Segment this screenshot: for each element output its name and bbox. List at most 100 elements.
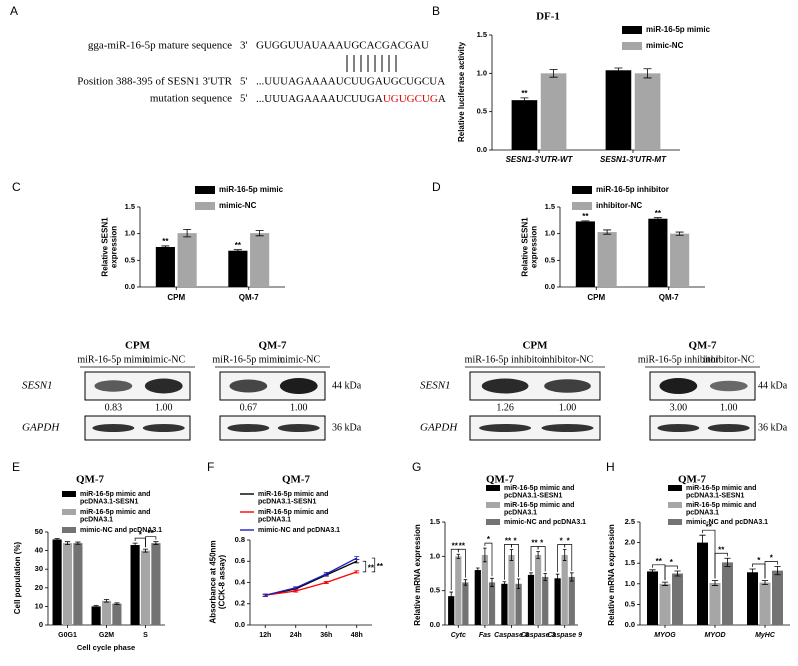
significance-label: *: [757, 556, 761, 565]
bar: [670, 233, 690, 287]
bar: [561, 554, 568, 625]
blot-band: [94, 380, 133, 392]
y-tick-label: 0.6: [235, 556, 245, 565]
significance-label: *: [540, 539, 544, 548]
error-bar: [562, 549, 567, 561]
bar: [474, 570, 481, 625]
y-axis-label: Relative mRNA expression: [607, 524, 616, 626]
legend-label: miR-16-5p mimic: [219, 185, 284, 194]
line: [265, 557, 358, 596]
error-bar: [699, 534, 706, 551]
blot-lane-label: miR-16-5p mimic: [77, 354, 150, 365]
y-tick-label: 2.5: [625, 517, 635, 526]
bar: [130, 545, 140, 625]
x-tick-label: Caspase 3: [521, 632, 556, 639]
y-tick-label: 0.0: [430, 620, 440, 629]
bar: [747, 572, 758, 625]
error-bar: [323, 572, 329, 576]
error-bar: [103, 599, 110, 603]
significance-bracket: [714, 552, 728, 579]
significance-label: **: [531, 539, 538, 548]
error-bar: [661, 581, 669, 586]
significance-label: *: [567, 537, 571, 546]
legend-label: mimic-NC: [646, 41, 684, 50]
y-tick-label: 0.5: [125, 255, 135, 264]
legend-swatch: [668, 519, 682, 525]
bar: [511, 100, 538, 150]
y-tick-label: 50: [35, 527, 43, 536]
blot-band: [541, 424, 594, 432]
y-tick-label: 1.5: [625, 558, 635, 567]
legend-swatch: [622, 26, 642, 34]
bar: [634, 73, 661, 150]
significance-bracket: [145, 536, 157, 548]
significance-label: **: [505, 537, 512, 546]
blot-lane-label: mimic-NC: [277, 354, 320, 365]
blot-lane-label: miR-16-5p inhibitor: [465, 354, 547, 365]
y-tick-label: 30: [35, 564, 43, 573]
sequence-name: gga-miR-16-5p mature sequence: [88, 40, 232, 52]
x-tick-label: Fas: [479, 632, 491, 639]
significance-label: **: [656, 557, 663, 566]
y-tick-label: 0.5: [625, 599, 635, 608]
bar: [508, 554, 515, 625]
bar: [759, 582, 771, 625]
y-axis-label: Absorbance at 450nm(CCK-8 assay): [209, 540, 227, 623]
error-bar: [674, 570, 681, 577]
significance-bracket: [511, 544, 519, 577]
error-bar: [490, 577, 494, 587]
y-axis-label: Relative SESN1expression: [521, 217, 539, 277]
error-bar: [183, 229, 192, 238]
blot-quantification: 1.26: [496, 402, 514, 413]
bar: [648, 218, 668, 287]
x-tick-label: 12h: [259, 632, 271, 639]
error-bar: [555, 573, 560, 583]
legend-swatch: [572, 202, 592, 210]
error-bar: [643, 68, 652, 79]
blot-band: [707, 424, 750, 432]
error-bar: [581, 220, 590, 223]
error-bar: [463, 579, 468, 586]
bar: [177, 233, 197, 287]
legend-swatch: [668, 485, 682, 491]
error-bar: [520, 97, 529, 103]
error-bar: [323, 581, 329, 584]
blot-band: [227, 424, 270, 432]
bar: [542, 576, 549, 625]
legend-label: miR-16-5p mimic and pcDNA3.1-SESN1: [504, 485, 574, 500]
bar: [140, 550, 151, 625]
blot-band: [479, 424, 532, 432]
blot-cell-label: QM-7: [258, 340, 287, 352]
blot-lane-label: mimic-NC: [142, 354, 185, 365]
blot-band: [544, 379, 591, 393]
bar: [722, 562, 733, 625]
legend-label: mimic-NC and pcDNA3.1: [258, 527, 340, 534]
bar: [554, 578, 561, 625]
error-bar: [649, 569, 656, 574]
blot-band: [279, 378, 318, 394]
legend-label: miR-16-5p mimic and pcDNA3.1: [504, 502, 574, 517]
bar: [151, 543, 161, 625]
blot-quantification: 1.00: [720, 402, 738, 413]
error-bar: [114, 602, 120, 605]
bar: [481, 554, 489, 625]
y-tick-label: 1.5: [545, 202, 555, 211]
x-tick-label: Cytc: [451, 632, 466, 639]
panel-label: G: [412, 460, 421, 474]
significance-label: *: [670, 558, 674, 567]
blot-band: [229, 379, 268, 393]
legend-label: miR-16-5p mimic and pcDNA3.1: [80, 509, 150, 524]
legend-swatch: [62, 491, 76, 497]
blot-quantification: 0.67: [240, 402, 258, 413]
legend-label: miR-16-5p mimic and pcDNA3.1-SESN1: [80, 491, 150, 506]
blot-lane-label: miR-16-5p mimic: [212, 354, 285, 365]
legend-label: miR-16-5p inhibitor: [596, 185, 669, 194]
error-bar: [774, 566, 781, 576]
y-tick-label: 0.0: [235, 620, 245, 629]
bar: [647, 571, 658, 625]
y-axis-label: Relative mRNA expression: [413, 524, 422, 626]
error-bar: [614, 67, 623, 73]
x-tick-label: CPM: [587, 293, 605, 302]
significance-label: **: [706, 522, 713, 531]
y-tick-label: 0.5: [545, 255, 555, 264]
